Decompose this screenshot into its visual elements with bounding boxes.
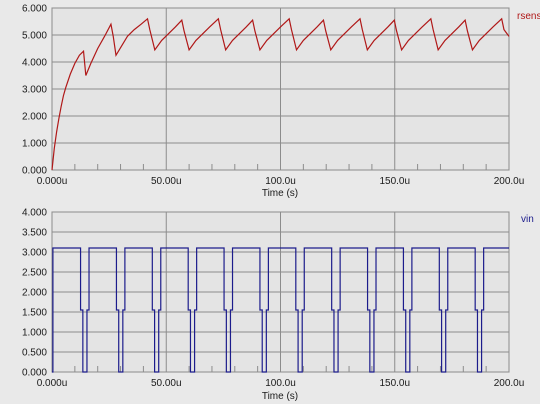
top-minor-ticks: [74, 164, 487, 170]
bottom-y-tick-label: 0.000: [22, 368, 47, 379]
bottom-y-tick-label: 2.000: [22, 288, 47, 299]
bottom-x-tick-label: 50.00u: [151, 378, 182, 389]
top-y-tick-label: 6.000: [22, 4, 47, 15]
bottom-y-tick-label: 1.000: [22, 328, 47, 339]
bottom-x-tick-label: 150.0u: [379, 378, 410, 389]
top-x-tick-label: 50.00u: [151, 176, 182, 187]
top-series-line-rsens: [51, 17, 510, 171]
bottom-y-tick-label: 4.000: [22, 208, 47, 219]
top-x-tick-label: 150.0u: [379, 176, 410, 187]
top-x-tick-label: 0.000u: [37, 176, 68, 187]
bottom-chart-panel: 0.000 0.500 1.000 1.500 2.000 2.500 3.000 3.500…: [22, 208, 534, 403]
bottom-x-tick-label: 0.000u: [37, 378, 68, 389]
top-x-tick-label: 200.0u: [494, 176, 525, 187]
bottom-x-tick-label: 200.0u: [494, 378, 525, 389]
bottom-x-tick-labels: 0.000u 50.00u 100.0u 150.0u 200.0u: [37, 378, 525, 389]
top-y-tick-label: 0.000: [22, 166, 47, 177]
bottom-y-tick-labels: 0.000 0.500 1.000 1.500 2.000 2.500 3.000 3.500…: [22, 208, 47, 379]
top-x-axis-label: Time (s): [262, 188, 298, 199]
bottom-x-tick-label: 100.0u: [265, 378, 296, 389]
top-series-label: rsens: [517, 11, 540, 22]
top-y-tick-label: 2.000: [22, 112, 47, 123]
bottom-minor-ticks: [74, 366, 487, 372]
top-series: [51, 17, 510, 171]
bottom-series-line-vin: [52, 247, 509, 373]
top-y-tick-label: 3.000: [22, 85, 47, 96]
top-x-tick-labels: 0.000u 50.00u 100.0u 150.0u 200.0u: [37, 176, 525, 187]
bottom-y-tick-label: 0.500: [22, 348, 47, 359]
bottom-y-tick-label: 3.000: [22, 248, 47, 259]
bottom-series: [52, 247, 509, 373]
top-grid: [51, 7, 510, 171]
top-x-tick-label: 100.0u: [265, 176, 296, 187]
bottom-grid: [51, 211, 510, 373]
top-chart-panel: 0.000 1.000 2.000 3.000 4.000 5.000 6.000 0.00…: [22, 4, 540, 200]
top-y-tick-label: 4.000: [22, 58, 47, 69]
bottom-x-axis-label: Time (s): [262, 391, 298, 402]
bottom-y-tick-label: 2.500: [22, 268, 47, 279]
top-y-tick-label: 1.000: [22, 139, 47, 150]
bottom-y-tick-label: 1.500: [22, 308, 47, 319]
bottom-y-tick-label: 3.500: [22, 228, 47, 239]
top-y-tick-label: 5.000: [22, 31, 47, 42]
bottom-series-label: vin: [521, 214, 534, 225]
top-y-tick-labels: 0.000 1.000 2.000 3.000 4.000 5.000 6.000: [22, 4, 47, 177]
